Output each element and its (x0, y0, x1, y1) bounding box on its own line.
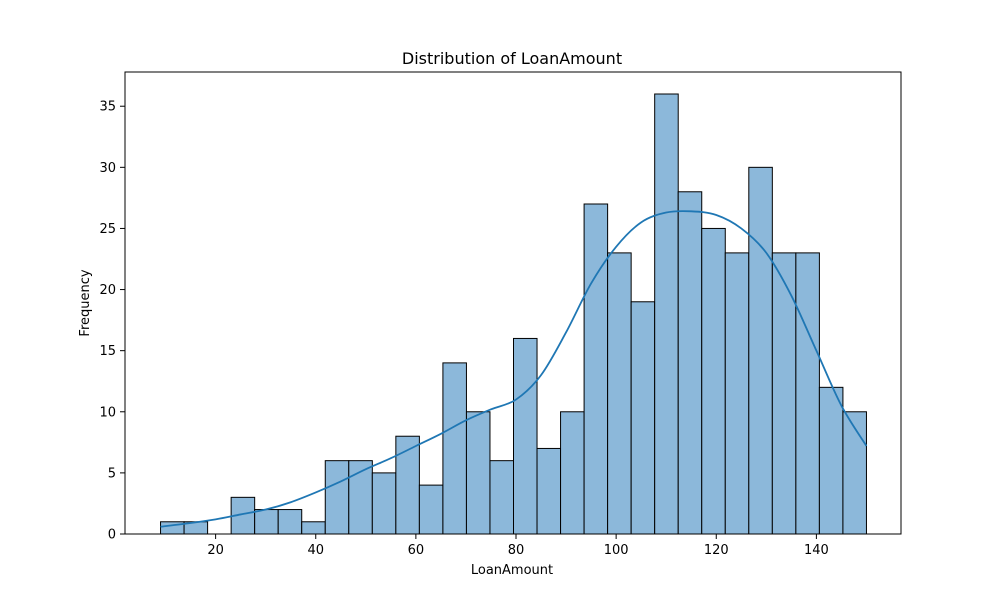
y-axis-label: Frequency (78, 269, 93, 336)
x-tick-label: 60 (408, 543, 425, 558)
histogram-bar (418, 484, 444, 535)
histogram-bar (748, 166, 773, 535)
x-tick-label: 100 (604, 543, 629, 558)
x-tick-label: 120 (704, 543, 729, 558)
y-tick-label: 25 (99, 222, 116, 237)
kde-line (160, 210, 868, 528)
histogram-bar (583, 203, 609, 535)
histogram-bar (630, 301, 656, 535)
bars-group (160, 93, 867, 535)
histogram-bar (254, 509, 279, 535)
x-tick-label: 40 (307, 543, 324, 558)
y-tick-label: 10 (99, 405, 116, 420)
histogram-bar (277, 509, 303, 535)
y-tick-label: 35 (99, 100, 116, 115)
histogram-bar (724, 252, 750, 535)
x-axis-ticks: 20 40 60 80 100 120 140 (207, 534, 829, 558)
histogram-bar (324, 460, 350, 535)
x-tick-label: 140 (804, 543, 829, 558)
x-tick-label: 20 (207, 543, 224, 558)
histogram-bar (371, 472, 397, 535)
histogram-bar (301, 521, 326, 535)
histogram-bar (818, 386, 844, 535)
histogram-bar (465, 411, 491, 535)
y-tick-label: 5 (108, 466, 116, 481)
y-tick-label: 15 (99, 344, 116, 359)
histogram-bar (513, 337, 538, 535)
histogram-bar (771, 252, 797, 535)
y-tick-label: 30 (99, 161, 116, 176)
y-tick-label: 20 (99, 283, 116, 298)
y-axis-ticks: 0 5 10 15 20 25 30 35 (99, 100, 125, 543)
histogram-bar (654, 93, 679, 535)
histogram-bar (677, 191, 703, 535)
y-tick-label: 0 (108, 528, 116, 543)
x-tick-label: 80 (508, 543, 525, 558)
histogram-bar (842, 411, 867, 535)
histogram-bar (489, 460, 515, 535)
histogram-bar (701, 227, 726, 535)
histogram-bar (536, 447, 562, 535)
histogram-bar (442, 362, 467, 535)
x-axis-label: LoanAmount (471, 563, 553, 578)
histogram-bar (795, 252, 820, 535)
chart-title: Distribution of LoanAmount (402, 49, 622, 68)
histogram-bar (607, 252, 632, 535)
plot-frame (124, 71, 902, 535)
histogram-bar (560, 411, 585, 535)
